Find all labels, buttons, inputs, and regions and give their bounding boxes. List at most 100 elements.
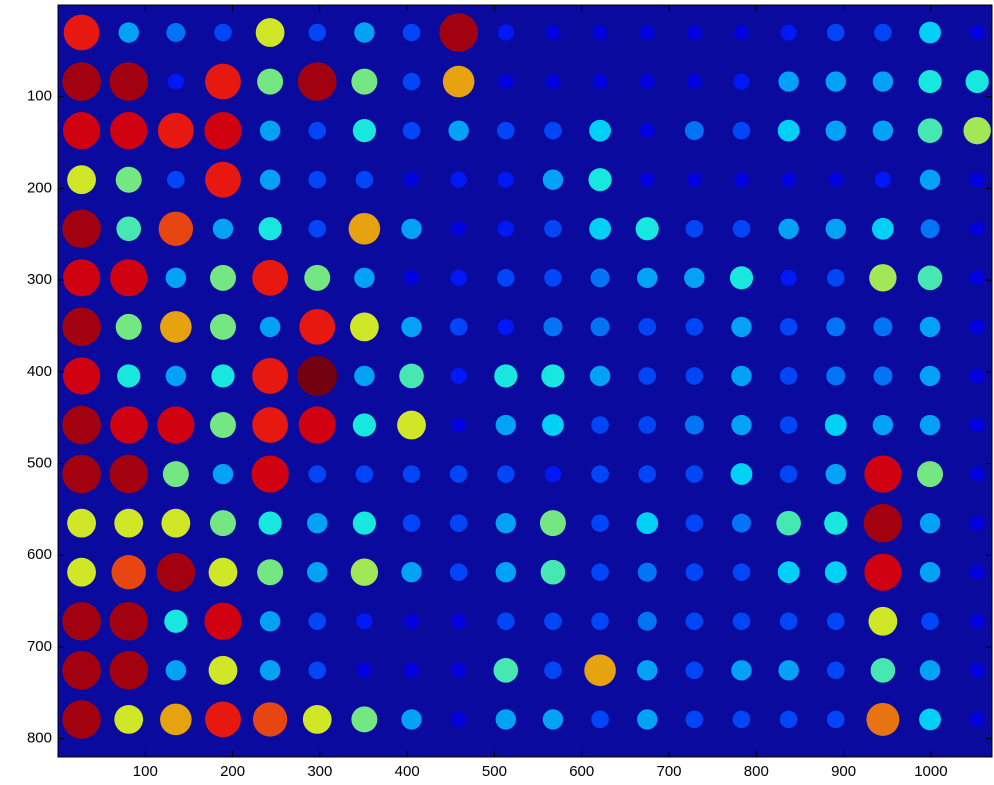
spot: [62, 700, 101, 739]
spot: [541, 364, 565, 388]
spot: [355, 465, 374, 483]
spot: [969, 319, 985, 335]
plot-area: [58, 5, 992, 757]
spot: [732, 121, 751, 140]
spot: [590, 268, 610, 288]
spot: [589, 217, 611, 240]
spot: [348, 212, 381, 245]
spot: [777, 119, 800, 142]
spot: [497, 318, 514, 335]
spot: [779, 416, 798, 434]
spot: [918, 69, 942, 94]
spot: [591, 612, 609, 631]
spot: [684, 121, 704, 141]
spot: [209, 510, 236, 537]
spot: [542, 169, 564, 190]
spot: [870, 658, 896, 683]
spot: [62, 209, 101, 249]
spot: [638, 318, 657, 336]
spot: [963, 116, 991, 145]
spot: [496, 465, 515, 483]
spot: [205, 63, 241, 100]
spot: [62, 651, 101, 690]
spot: [588, 168, 612, 192]
spot: [205, 701, 241, 738]
spot: [589, 119, 611, 142]
spot: [686, 172, 702, 188]
spot: [308, 23, 327, 42]
spot: [498, 74, 514, 89]
spot: [779, 318, 798, 336]
spot: [404, 270, 419, 286]
spot: [308, 612, 327, 631]
spot: [62, 357, 101, 395]
spot: [969, 417, 985, 433]
spot: [733, 73, 750, 90]
spot: [402, 23, 421, 42]
spot: [209, 264, 236, 291]
spot: [111, 555, 146, 590]
spot: [969, 564, 985, 580]
spot: [543, 317, 563, 337]
spot: [252, 358, 289, 394]
spot: [297, 355, 338, 396]
spot: [919, 562, 941, 583]
spot: [62, 259, 101, 297]
spot: [591, 416, 609, 434]
spot: [399, 363, 424, 389]
spot: [871, 217, 894, 240]
spot: [212, 218, 234, 239]
spot: [308, 661, 327, 680]
spot: [965, 69, 989, 94]
spot: [639, 25, 655, 40]
spot: [685, 219, 704, 238]
spot: [824, 414, 847, 436]
spot: [732, 612, 751, 631]
spot: [917, 118, 943, 143]
y-tick-label: 600: [27, 546, 52, 563]
x-tick-label: 100: [133, 763, 158, 780]
spot: [825, 218, 846, 239]
spot: [156, 552, 196, 592]
spot: [62, 112, 101, 150]
spot: [351, 68, 378, 95]
spot: [591, 563, 609, 582]
spot: [351, 706, 378, 733]
spot: [496, 121, 515, 140]
spot: [919, 316, 941, 338]
spot: [257, 559, 284, 586]
y-tick-label: 400: [27, 363, 52, 380]
spot: [450, 269, 467, 286]
spot: [872, 414, 894, 436]
spot: [868, 606, 898, 636]
spot: [63, 14, 100, 51]
spot: [544, 269, 562, 287]
spot: [496, 612, 515, 631]
spot: [450, 171, 467, 188]
spot: [873, 317, 893, 337]
spot: [495, 414, 516, 436]
spot: [109, 651, 149, 690]
spot: [497, 171, 514, 188]
spot: [307, 562, 328, 583]
spot: [539, 510, 566, 537]
spot: [825, 120, 846, 141]
spot: [919, 414, 941, 436]
spot: [545, 74, 561, 89]
spot: [969, 25, 985, 40]
spot: [591, 710, 609, 729]
spot: [872, 120, 894, 141]
spot: [639, 74, 655, 89]
spot: [354, 365, 375, 387]
spot: [637, 709, 658, 730]
spot: [638, 465, 657, 483]
spot: [590, 317, 610, 337]
spot: [919, 660, 941, 681]
spot: [732, 710, 751, 729]
spot: [917, 265, 943, 291]
spot: [109, 62, 149, 101]
spot: [308, 219, 327, 238]
spot: [826, 366, 846, 386]
spot: [734, 25, 749, 40]
spot: [211, 364, 235, 388]
